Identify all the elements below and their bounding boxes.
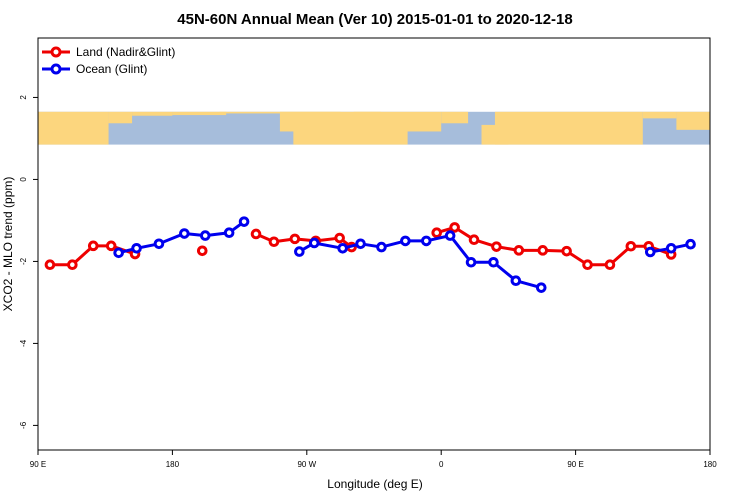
land-block	[219, 111, 341, 114]
data-point	[223, 227, 235, 239]
data-point	[685, 238, 696, 250]
data-point	[44, 259, 56, 271]
x-tick-label: 0	[439, 460, 444, 469]
data-point	[537, 245, 549, 256]
data-point	[289, 233, 301, 245]
data-point	[376, 241, 387, 253]
data-point	[308, 237, 320, 249]
series-layer	[44, 216, 696, 293]
data-point	[510, 275, 522, 286]
series-0	[44, 222, 677, 271]
data-point	[250, 228, 262, 240]
y-tick-label: 0	[19, 177, 28, 182]
land-block	[172, 111, 227, 116]
map-land	[38, 111, 710, 145]
data-point	[535, 282, 547, 293]
data-point	[665, 243, 677, 254]
land-block	[132, 111, 173, 116]
data-point	[625, 240, 637, 252]
land-block	[320, 121, 374, 135]
data-point	[400, 235, 411, 247]
land-block	[481, 124, 509, 145]
y-tick-label: -6	[19, 421, 28, 429]
data-point	[488, 256, 499, 268]
data-point	[337, 243, 348, 254]
data-point	[420, 235, 432, 247]
legend-marker-land	[50, 46, 62, 58]
land-block	[494, 111, 643, 145]
data-point	[444, 230, 456, 241]
land-block	[353, 111, 381, 124]
data-point	[604, 259, 616, 271]
data-point	[238, 216, 250, 227]
data-point	[153, 238, 165, 250]
world-map-band	[38, 111, 710, 145]
data-point	[465, 256, 477, 268]
x-axis: 90 E 180 90 W 0 90 E 180	[30, 450, 717, 469]
series-line	[298, 234, 542, 290]
x-tick-label: 90 W	[297, 460, 316, 469]
data-point	[87, 240, 99, 252]
land-block	[441, 111, 469, 124]
data-point	[449, 222, 460, 233]
data-point	[179, 228, 190, 239]
legend-marker-ocean	[50, 63, 62, 75]
y-axis-label: XCO2 - MLO trend (ppm)	[1, 177, 15, 312]
y-tick-label: 2	[19, 95, 28, 100]
data-point	[196, 245, 208, 257]
data-point	[268, 236, 280, 248]
x-tick-label: 180	[166, 460, 180, 469]
data-point	[491, 241, 502, 252]
data-point	[113, 247, 124, 259]
data-point	[67, 259, 78, 271]
data-point	[294, 246, 305, 257]
data-point	[468, 234, 480, 245]
chart-title: 45N-60N Annual Mean (Ver 10) 2015-01-01 …	[177, 11, 572, 28]
data-point	[199, 230, 211, 241]
legend-label-land: Land (Nadir&Glint)	[76, 45, 175, 59]
series-1	[113, 216, 696, 293]
land-block	[108, 111, 133, 124]
land-block	[676, 111, 710, 130]
land-block	[642, 111, 677, 119]
data-point	[644, 246, 656, 258]
data-point	[561, 245, 572, 257]
data-point	[431, 227, 443, 239]
x-tick-label: 90 E	[30, 460, 46, 469]
data-point	[105, 240, 117, 252]
plot-frame	[37, 37, 711, 451]
y-axis: 2 0 -2 -4 -6	[19, 95, 38, 429]
y-tick-label: -2	[19, 257, 28, 265]
data-point	[513, 245, 525, 256]
legend: Land (Nadir&Glint) Ocean (Glint)	[42, 45, 175, 76]
data-point	[334, 232, 345, 244]
x-tick-label: 180	[703, 460, 717, 469]
land-block	[38, 111, 109, 145]
y-tick-label: -4	[19, 339, 28, 347]
legend-label-ocean: Ocean (Glint)	[76, 62, 147, 76]
data-point	[131, 243, 142, 254]
x-axis-label: Longitude (deg E)	[327, 477, 422, 491]
data-point	[582, 259, 593, 271]
x-tick-label: 90 E	[567, 460, 583, 469]
data-point	[355, 238, 366, 250]
